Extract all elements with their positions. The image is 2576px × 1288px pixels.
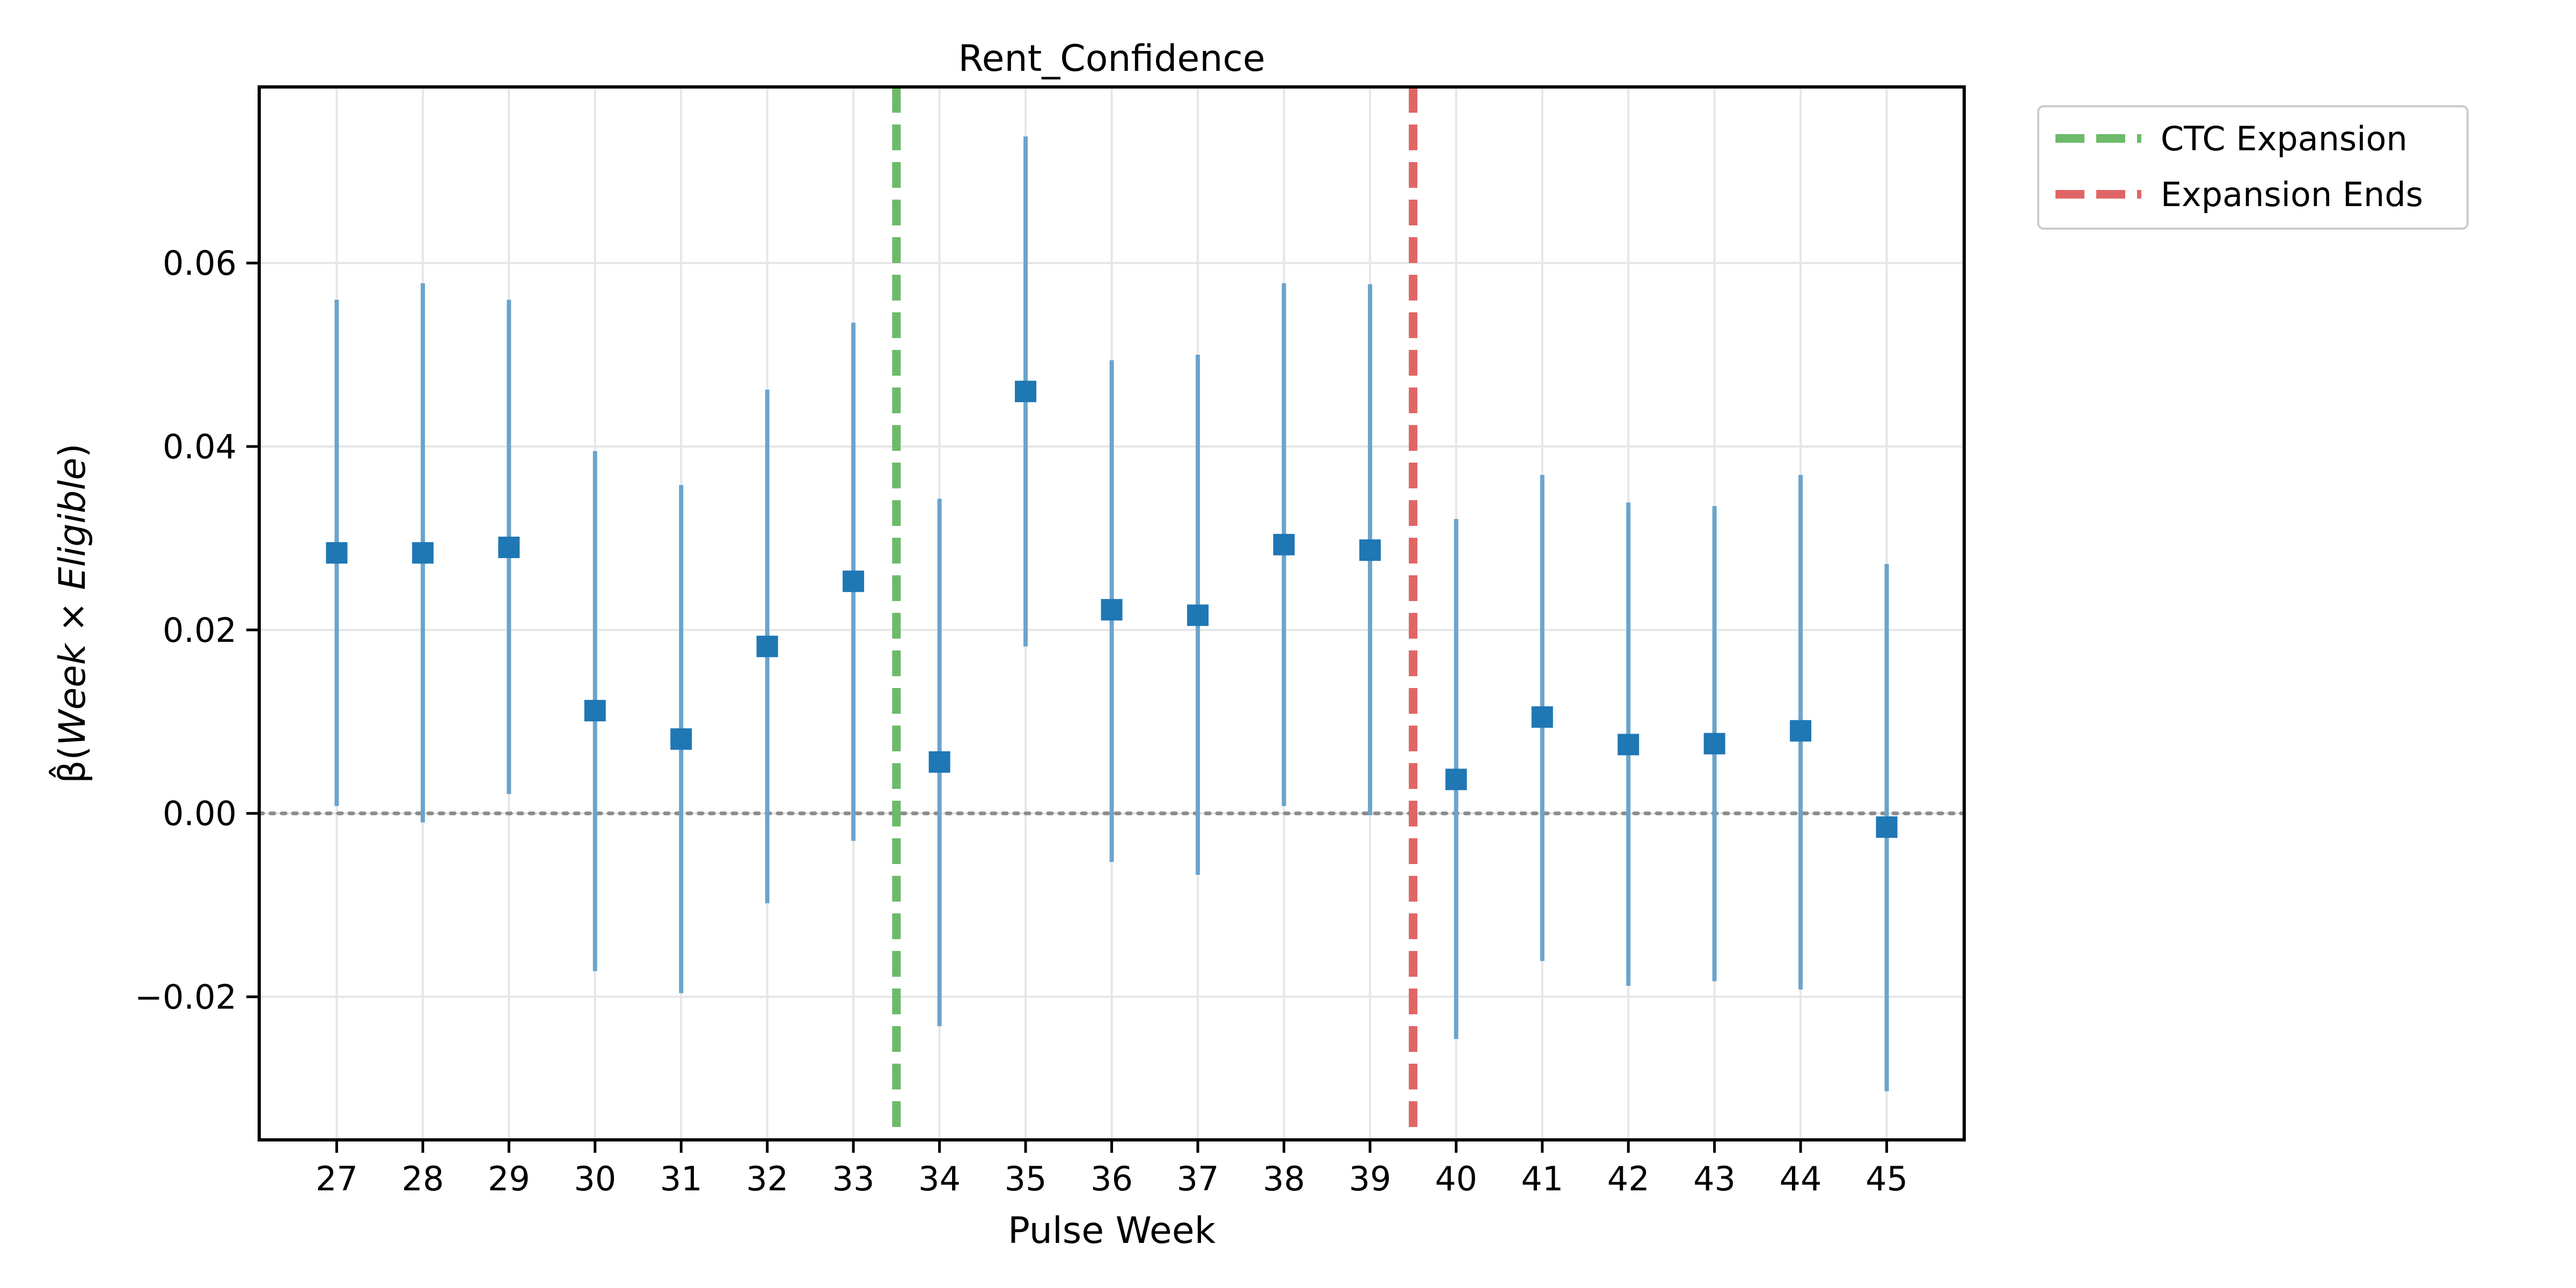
point-marker <box>1445 769 1467 791</box>
y-tick-label: 0.04 <box>163 427 237 466</box>
x-axis-title: Pulse Week <box>1008 1210 1216 1252</box>
y-axis-title-close: ) <box>52 443 94 458</box>
chart-title: Rent_Confidence <box>958 38 1265 80</box>
point-marker <box>843 570 865 592</box>
point-marker <box>412 542 434 564</box>
x-tick-label: 45 <box>1865 1159 1908 1198</box>
y-axis-title-beta: β̂( <box>49 746 94 784</box>
y-tick-label: 0.00 <box>163 794 237 833</box>
point-marker <box>1790 720 1812 742</box>
point-marker <box>498 536 520 558</box>
x-tick-label: 27 <box>316 1159 358 1198</box>
x-tick-label: 37 <box>1177 1159 1219 1198</box>
legend-label: CTC Expansion <box>2161 119 2407 158</box>
point-marker <box>1703 733 1725 755</box>
point-marker <box>1531 706 1553 728</box>
y-axis-title-times: × <box>52 590 94 643</box>
x-tick-label: 35 <box>1005 1159 1047 1198</box>
legend: CTC Expansion Expansion Ends <box>2037 105 2469 230</box>
x-tick-label: 36 <box>1091 1159 1133 1198</box>
point-marker <box>1015 380 1037 402</box>
x-tick-label: 34 <box>918 1159 961 1198</box>
event-lines <box>892 87 1418 1140</box>
y-tick-label: 0.02 <box>163 611 237 650</box>
x-tick-label: 30 <box>574 1159 616 1198</box>
point-marker <box>1273 533 1295 555</box>
point-marker <box>1618 734 1640 756</box>
y-axis-title-week: Week <box>52 642 94 746</box>
x-tick-label: 39 <box>1349 1159 1391 1198</box>
y-axis-title: β̂(Week × Eligible) <box>49 443 94 784</box>
point-estimates <box>326 380 1898 838</box>
point-marker <box>1101 599 1123 621</box>
x-tick-label: 42 <box>1607 1159 1650 1198</box>
point-marker <box>1359 539 1381 561</box>
x-tick-label: 44 <box>1780 1159 1822 1198</box>
x-tick-label: 28 <box>401 1159 444 1198</box>
legend-box <box>2037 105 2469 230</box>
y-tick-label: 0.06 <box>163 244 237 283</box>
x-tick-label: 32 <box>746 1159 788 1198</box>
x-tick-label: 38 <box>1263 1159 1305 1198</box>
point-marker <box>928 751 950 773</box>
point-marker <box>584 700 606 722</box>
x-tick-label: 29 <box>488 1159 530 1198</box>
y-axis-ticks: −0.02 0.00 0.02 0.04 0.06 <box>135 244 259 1016</box>
y-tick-label: −0.02 <box>135 977 237 1016</box>
legend-label: Expansion Ends <box>2161 175 2423 214</box>
x-tick-label: 41 <box>1521 1159 1563 1198</box>
point-marker <box>326 542 348 564</box>
x-tick-label: 31 <box>660 1159 702 1198</box>
x-tick-label: 40 <box>1435 1159 1477 1198</box>
x-tick-label: 33 <box>832 1159 875 1198</box>
x-axis-ticks: 27 28 29 30 31 32 33 34 35 36 37 38 39 40 41 42 43 44 45 <box>316 1140 1908 1198</box>
point-marker <box>670 728 692 750</box>
x-tick-label: 43 <box>1693 1159 1736 1198</box>
point-marker <box>1187 604 1209 626</box>
point-marker <box>1876 816 1898 838</box>
y-axis-title-eligible: Eligible <box>52 458 94 590</box>
point-marker <box>756 635 778 657</box>
